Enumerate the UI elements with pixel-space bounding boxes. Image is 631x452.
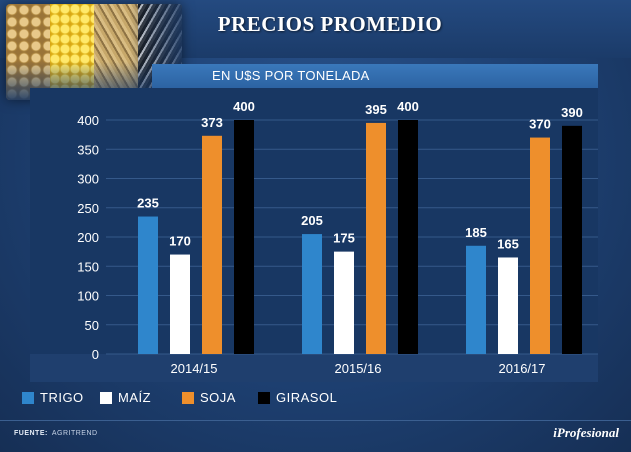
data-label: 205: [301, 213, 323, 228]
y-tick-label: 50: [85, 318, 99, 333]
bar-girasol: [562, 125, 582, 354]
data-label: 170: [169, 234, 191, 249]
y-tick-label: 150: [77, 259, 99, 274]
source-label: FUENTE:: [14, 430, 48, 437]
legend-swatch: [258, 392, 270, 404]
bar-maíz: [334, 251, 354, 354]
x-tick-label: 2014/15: [171, 361, 218, 376]
data-label: 370: [529, 117, 551, 132]
legend-swatch: [182, 392, 194, 404]
data-label: 400: [233, 99, 255, 114]
legend-swatch: [22, 392, 34, 404]
bar-soja: [366, 122, 386, 354]
legend-swatch: [100, 392, 112, 404]
chart-subtitle: EN U$S POR TONELADA: [212, 68, 370, 83]
bar-girasol: [234, 120, 254, 354]
page-title: PRECIOS PROMEDIO: [217, 12, 443, 36]
bar-maíz: [170, 254, 190, 354]
bar-maíz: [498, 257, 518, 354]
y-tick-label: 400: [77, 113, 99, 128]
x-axis-band: [30, 354, 598, 382]
y-tick-label: 350: [77, 142, 99, 157]
data-label: 185: [465, 225, 487, 240]
y-tick-label: 250: [77, 201, 99, 216]
legend-label: MAÍZ: [118, 390, 152, 405]
source-value: AGRITREND: [51, 430, 98, 437]
legend-label: GIRASOL: [276, 390, 338, 405]
y-tick-label: 0: [92, 347, 99, 362]
legend-label: SOJA: [200, 390, 236, 405]
y-tick-label: 300: [77, 172, 99, 187]
data-label: 175: [333, 231, 355, 246]
chart-legend: TRIGO MAÍZ SOJA GIRASOL: [22, 388, 422, 408]
bar-trigo: [302, 234, 322, 354]
y-tick-label: 200: [77, 230, 99, 245]
bar-soja: [202, 135, 222, 354]
subtitle-band: [152, 64, 598, 88]
source-note: FUENTE: AGRITREND: [14, 430, 98, 437]
bar-trigo: [466, 245, 486, 354]
data-label: 235: [137, 196, 159, 211]
footer-divider: [0, 420, 631, 421]
brand-logo: iProfesional: [553, 425, 619, 440]
bar-girasol: [398, 120, 418, 354]
data-label: 395: [365, 102, 387, 117]
data-label: 373: [201, 115, 223, 130]
data-label: 400: [397, 99, 419, 114]
legend-label: TRIGO: [40, 390, 84, 405]
x-tick-label: 2016/17: [499, 361, 546, 376]
data-label: 165: [497, 236, 519, 251]
bar-trigo: [138, 216, 158, 354]
x-tick-label: 2015/16: [335, 361, 382, 376]
bar-soja: [530, 137, 550, 354]
y-tick-label: 100: [77, 289, 99, 304]
data-label: 390: [561, 105, 583, 120]
